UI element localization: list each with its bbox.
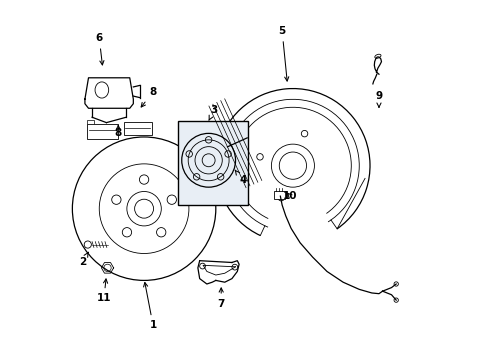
Text: 5: 5 xyxy=(278,26,288,81)
Text: 9: 9 xyxy=(375,91,382,107)
Bar xyxy=(87,120,94,124)
Bar xyxy=(178,121,247,205)
Text: 4: 4 xyxy=(235,170,246,185)
Text: 3: 3 xyxy=(208,105,217,120)
Bar xyxy=(273,191,284,199)
Bar xyxy=(123,122,151,135)
Text: 1: 1 xyxy=(143,283,156,330)
Text: 10: 10 xyxy=(283,191,297,201)
Text: 8: 8 xyxy=(114,125,122,138)
Text: 6: 6 xyxy=(96,33,104,65)
Text: 11: 11 xyxy=(97,279,111,303)
Text: 7: 7 xyxy=(217,288,224,309)
Text: 2: 2 xyxy=(79,252,88,267)
Text: 8: 8 xyxy=(141,87,156,107)
Bar xyxy=(87,124,118,139)
